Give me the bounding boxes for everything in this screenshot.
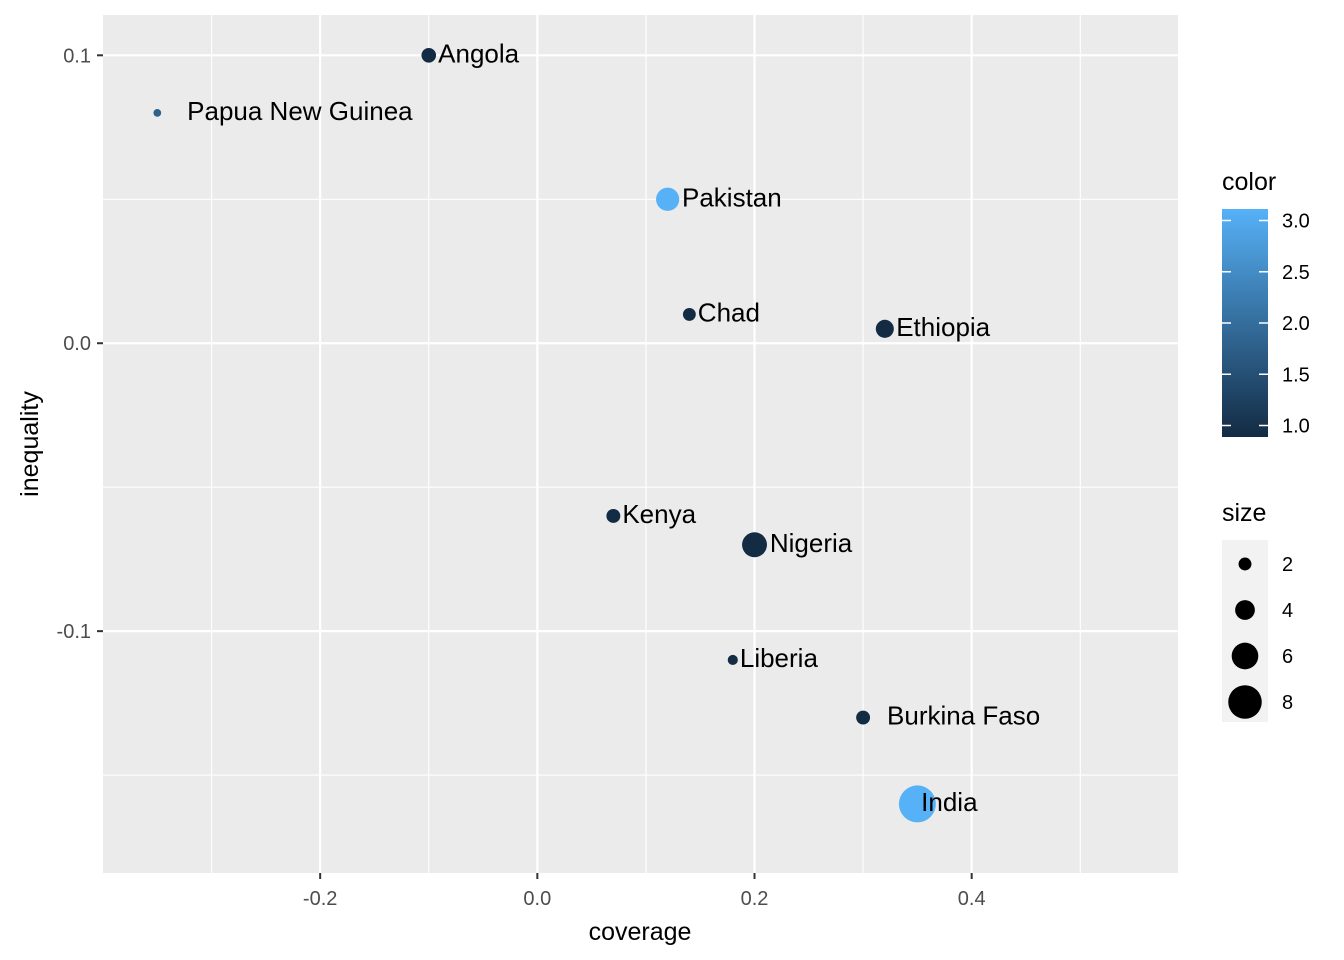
point-label: Chad xyxy=(698,297,760,327)
point-label: Ethiopia xyxy=(896,312,990,342)
x-axis: -0.2 0.0 0.2 0.4 xyxy=(303,873,986,910)
data-point xyxy=(898,785,936,823)
y-axis: -0.1 0.0 0.1 xyxy=(57,45,103,643)
y-tick-label: 0.0 xyxy=(63,333,91,355)
size-legend-label: 6 xyxy=(1282,646,1293,668)
y-tick-label: 0.1 xyxy=(63,45,91,67)
size-legend-keys: 2 4 6 8 xyxy=(1228,554,1293,719)
x-tick-label: 0.4 xyxy=(958,888,986,910)
data-point xyxy=(421,48,437,63)
size-legend-title: size xyxy=(1222,499,1266,527)
point-label: Papua New Guinea xyxy=(187,96,413,126)
size-legend-key xyxy=(1228,685,1262,719)
size-legend-label: 4 xyxy=(1282,600,1293,622)
x-tick-label: -0.2 xyxy=(303,888,337,910)
color-legend-label: 1.0 xyxy=(1282,416,1310,438)
x-axis-title: coverage xyxy=(589,918,692,946)
data-point xyxy=(875,319,894,338)
y-axis-title: inequality xyxy=(16,391,44,497)
point-label: Pakistan xyxy=(682,182,782,212)
data-points: Angola Papua New Guinea Pakistan Chad Ethiop… xyxy=(153,38,1040,823)
data-point xyxy=(742,532,767,558)
color-legend-title: color xyxy=(1222,168,1276,196)
y-tick-label: -0.1 xyxy=(57,621,91,643)
point-label: Angola xyxy=(438,38,519,68)
size-legend-key xyxy=(1235,600,1255,620)
size-legend-label: 2 xyxy=(1282,554,1293,576)
point-label: Nigeria xyxy=(770,528,853,558)
size-legend-key xyxy=(1231,642,1259,670)
size-legend-label: 8 xyxy=(1282,692,1293,714)
data-point xyxy=(727,654,738,666)
data-point xyxy=(856,710,871,725)
size-legend: size 2 4 6 8 xyxy=(1222,499,1293,722)
color-legend: color 3.0 2.5 2.0 1.5 1.0 xyxy=(1222,168,1310,438)
color-legend-label: 3.0 xyxy=(1282,211,1310,233)
point-label: Kenya xyxy=(622,499,696,529)
data-point xyxy=(606,509,621,523)
grid-lines xyxy=(103,15,1178,873)
data-point xyxy=(682,307,696,321)
point-label: Burkina Faso xyxy=(887,701,1040,731)
color-legend-label: 2.0 xyxy=(1282,313,1310,335)
x-tick-label: 0.0 xyxy=(523,888,551,910)
x-tick-label: 0.2 xyxy=(741,888,769,910)
point-label: Liberia xyxy=(740,643,819,673)
data-point xyxy=(153,109,162,117)
plot-panel xyxy=(103,15,1178,873)
color-legend-ticks: 3.0 2.5 2.0 1.5 1.0 xyxy=(1222,211,1310,438)
data-point xyxy=(656,187,680,211)
point-label: India xyxy=(921,787,978,817)
size-legend-key xyxy=(1238,557,1252,571)
color-legend-label: 2.5 xyxy=(1282,262,1310,284)
color-legend-label: 1.5 xyxy=(1282,364,1310,386)
